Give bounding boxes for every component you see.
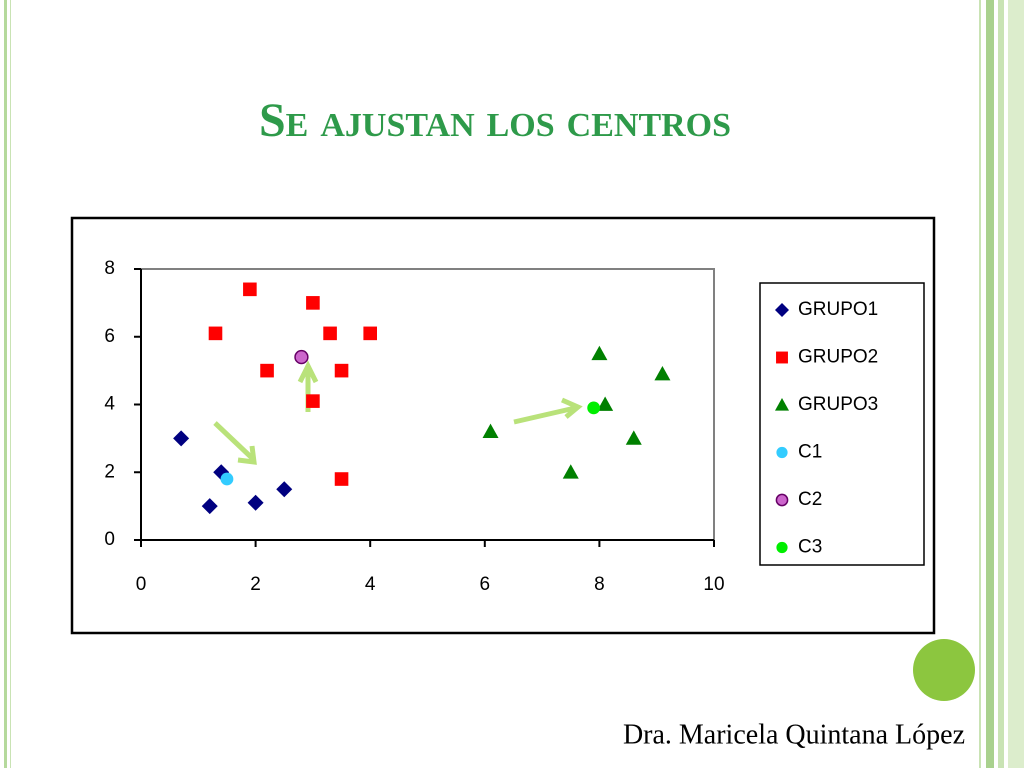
point (482, 423, 499, 438)
point (334, 472, 349, 486)
point (775, 303, 789, 317)
point (775, 493, 789, 507)
point (173, 430, 190, 447)
y-tick-label: 8 (104, 258, 115, 279)
point (776, 541, 788, 554)
left-border (10, 0, 11, 768)
point (597, 396, 614, 411)
x-tick-label: 8 (594, 574, 605, 595)
point (220, 472, 234, 486)
point (243, 282, 257, 297)
point (776, 351, 788, 364)
right-border (986, 0, 994, 768)
arrows (213, 360, 583, 465)
y-tick-label: 4 (104, 394, 115, 415)
legend (759, 282, 925, 566)
right-border (979, 0, 981, 768)
point (247, 494, 264, 511)
legend-label: GRUPO1 (798, 299, 878, 320)
legend-label: GRUPO2 (798, 347, 878, 368)
y-tick-label: 0 (104, 529, 115, 550)
point (306, 296, 320, 310)
point (294, 349, 309, 365)
legend-label: C2 (798, 489, 822, 510)
x-tick-label: 4 (365, 574, 376, 595)
point (562, 464, 579, 479)
point (260, 363, 274, 378)
x-tick-label: 10 (703, 574, 724, 595)
decor-circle (913, 639, 975, 701)
x-tick-label: 6 (480, 574, 491, 595)
point (654, 366, 671, 381)
legend-label: C1 (798, 442, 822, 463)
point (334, 363, 349, 378)
x-tick-label: 2 (250, 574, 261, 595)
point (306, 394, 320, 408)
point (776, 446, 788, 459)
point (363, 326, 377, 341)
point (276, 481, 293, 498)
y-tick-label: 6 (104, 326, 115, 347)
legend-label: C3 (798, 537, 822, 558)
point (323, 326, 337, 341)
point (208, 326, 223, 341)
point (625, 430, 642, 445)
right-border (998, 0, 1004, 768)
y-tick-label: 2 (104, 461, 115, 482)
point (587, 401, 601, 415)
x-tick-label: 0 (136, 574, 147, 595)
point (201, 498, 218, 515)
point (775, 398, 789, 411)
slide-title: Se ajustan los centros (259, 94, 731, 147)
legend-label: GRUPO3 (798, 394, 878, 415)
point (591, 345, 608, 361)
left-border (4, 0, 7, 768)
footer: Dra. Maricela Quintana López (623, 719, 965, 750)
right-border (1008, 0, 1024, 768)
